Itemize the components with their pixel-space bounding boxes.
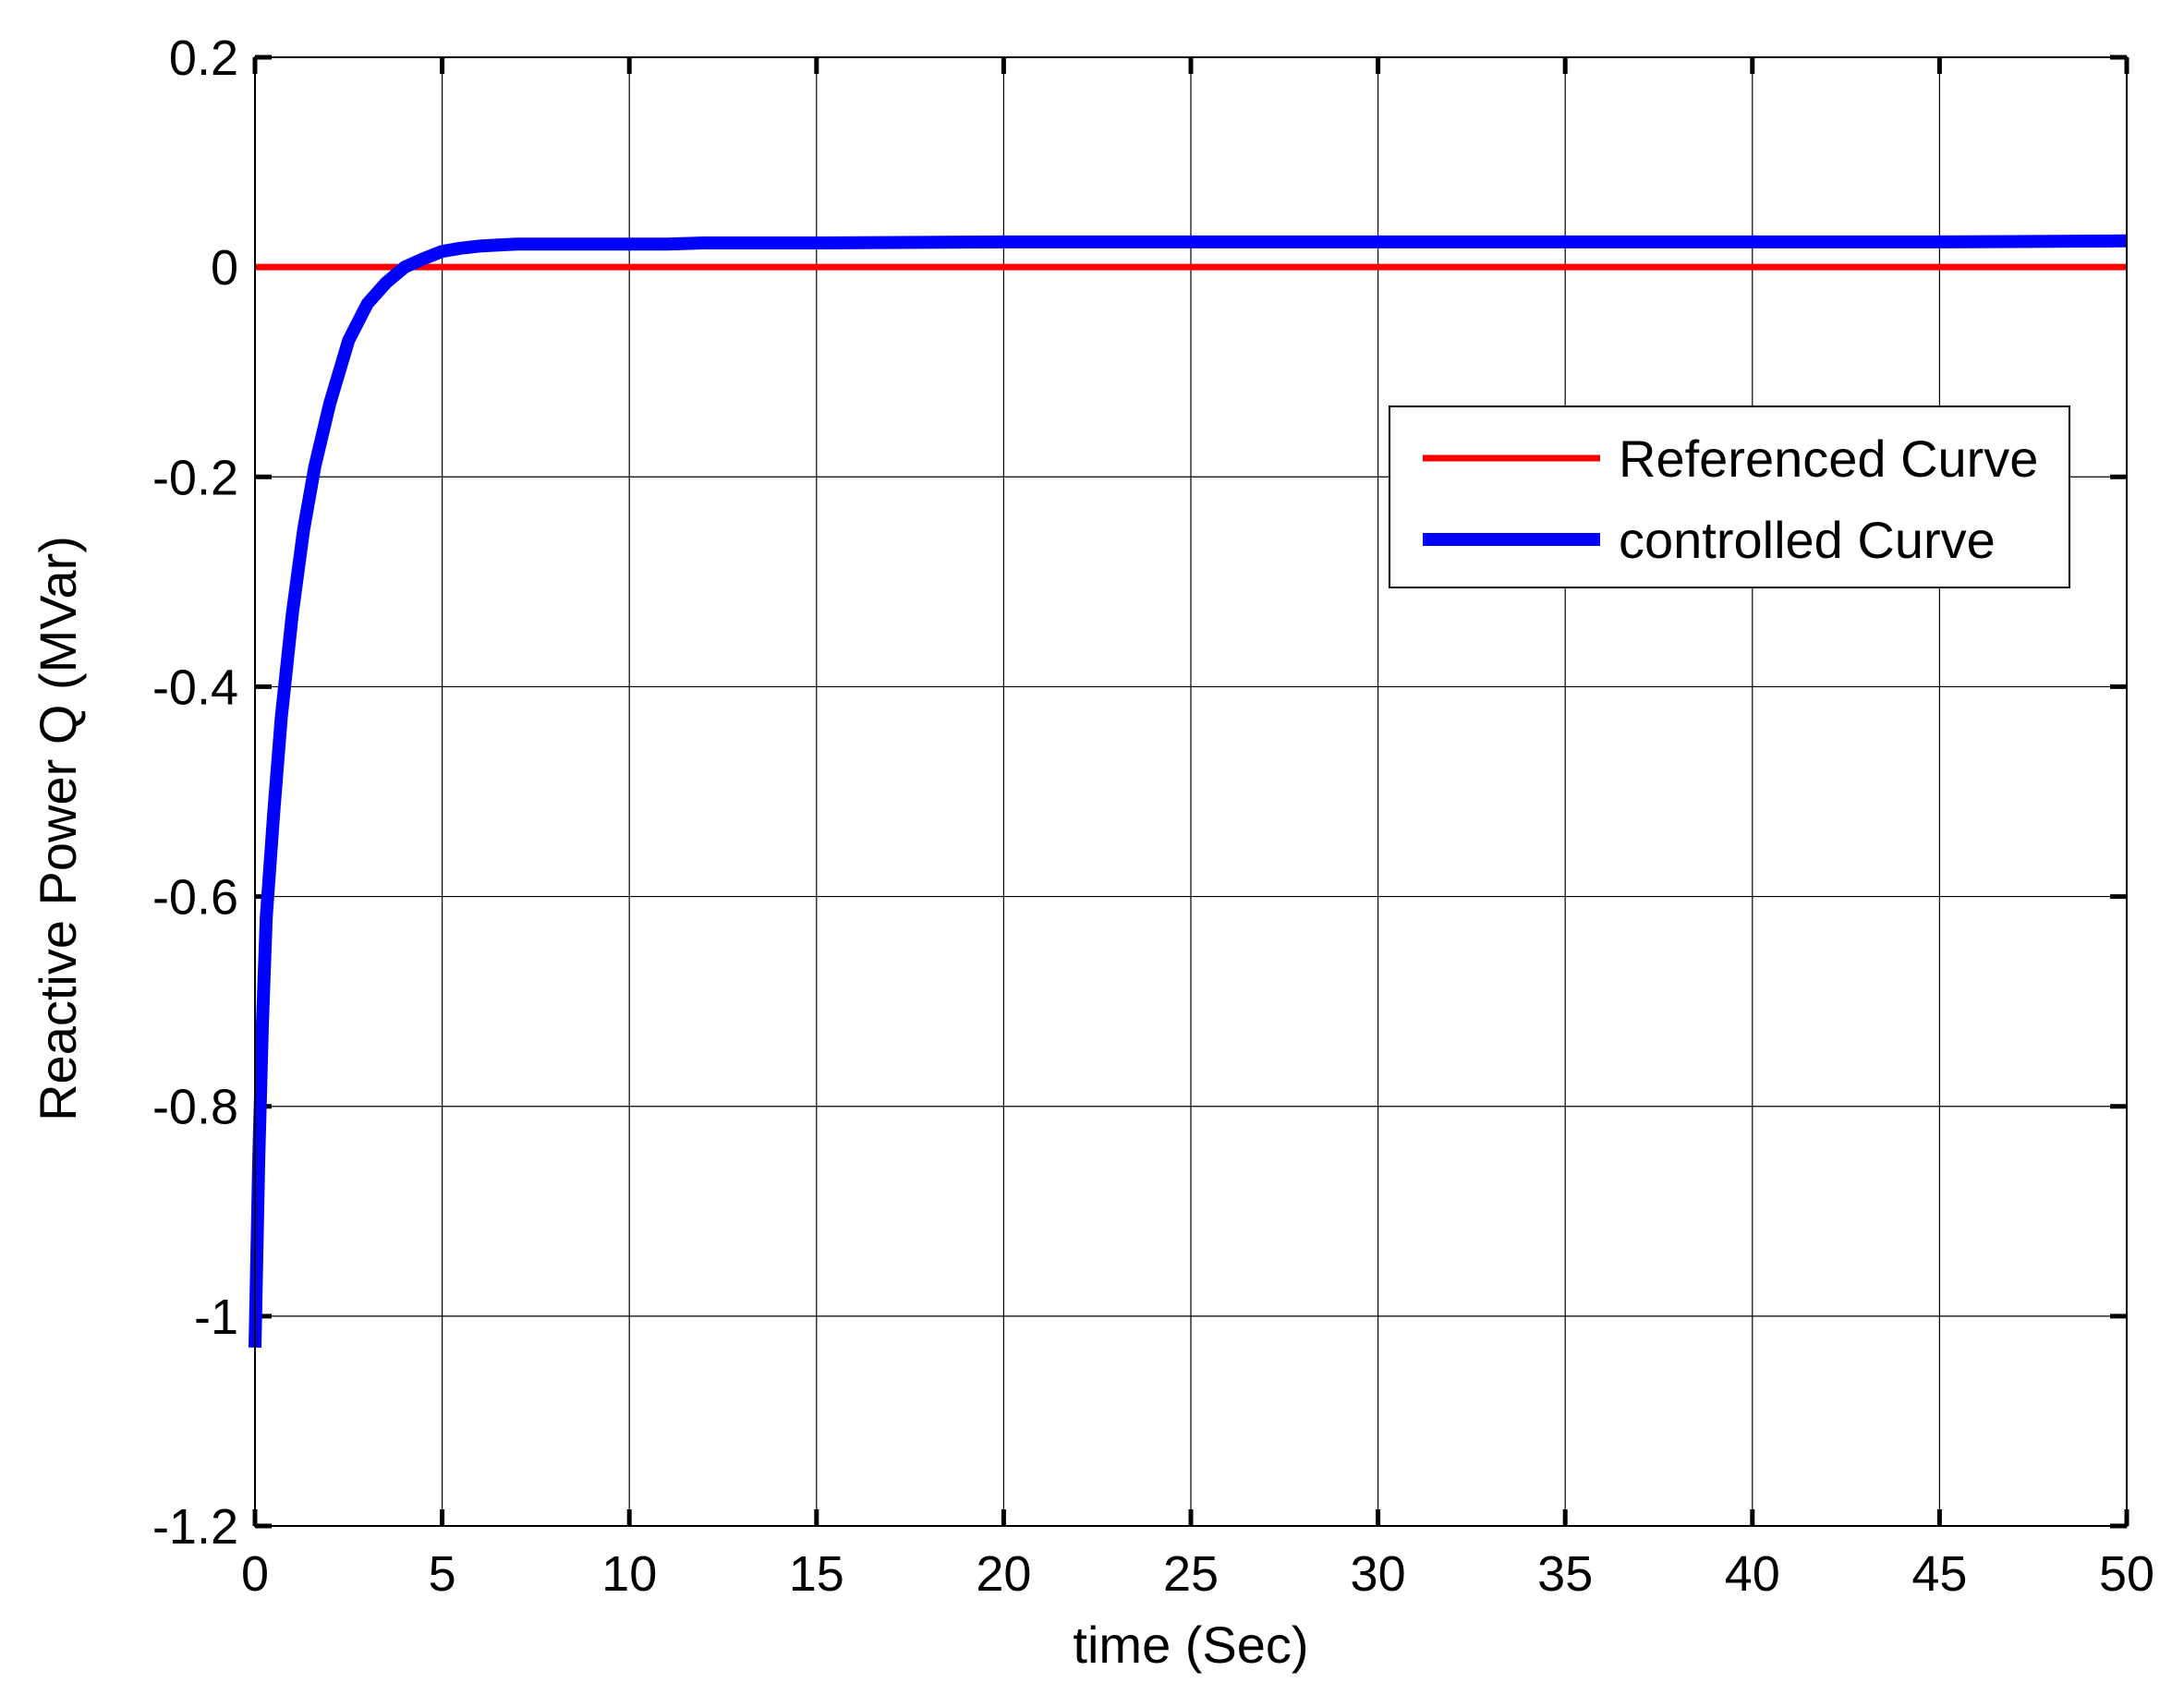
tick-labels: 0 5 10 15 20 25 30 35 40 45 50 -1.2 -1 -0.8 -0.6 -0.4 -0… (152, 30, 2154, 1602)
series-layer (249, 234, 2128, 1349)
x-tick-label: 45 (1911, 1546, 1967, 1602)
y-tick-label: -1.2 (152, 1499, 238, 1555)
plot-frame (254, 56, 2128, 1527)
y-axis-label: Reactive Power Q (MVar) (29, 536, 87, 1121)
legend-label-referenced: Referenced Curve (1619, 430, 2038, 488)
y-tick-label: -0.8 (152, 1080, 238, 1135)
x-tick-label: 50 (2099, 1546, 2154, 1602)
y-tick-label: -0.4 (152, 660, 238, 715)
x-axis-label: time (Sec) (1073, 1616, 1308, 1674)
x-tick-label: 0 (241, 1546, 269, 1602)
x-tick-label: 40 (1725, 1546, 1780, 1602)
x-tick-label: 10 (601, 1546, 657, 1602)
x-tick-label: 20 (976, 1546, 1031, 1602)
x-tick-label: 30 (1351, 1546, 1406, 1602)
y-tick-label: -0.2 (152, 450, 238, 505)
legend-box (1389, 406, 2070, 588)
y-tick-label: 0 (211, 240, 238, 296)
y-tick-label: 0.2 (169, 30, 238, 86)
x-tick-label: 35 (1537, 1546, 1593, 1602)
legend-label-controlled: controlled Curve (1619, 511, 1996, 569)
x-tick-label: 5 (429, 1546, 456, 1602)
y-tick-label: -1 (194, 1289, 238, 1345)
series-line-1 (249, 234, 2128, 1349)
legend: Referenced Curve controlled Curve (1389, 406, 2070, 588)
x-tick-label: 25 (1163, 1546, 1219, 1602)
x-tick-label: 15 (789, 1546, 844, 1602)
y-tick-label: -0.6 (152, 870, 238, 926)
